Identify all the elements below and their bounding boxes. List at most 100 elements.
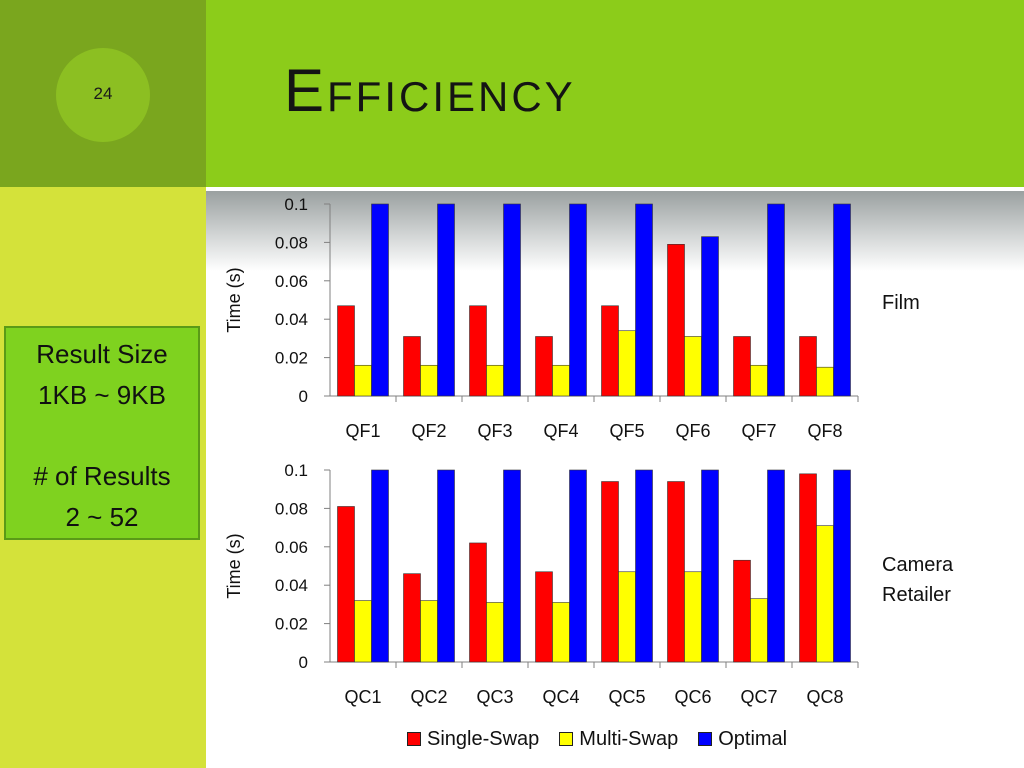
film-category-label: QF2 — [411, 421, 446, 441]
film-category-label: QF7 — [741, 421, 776, 441]
camera-y-tick-label: 0 — [299, 653, 308, 672]
legend-item-single-swap: Single-Swap — [407, 728, 539, 751]
film-bar-single-swap-qf2 — [403, 336, 421, 397]
camera-y-axis-title: Time (s) — [224, 533, 244, 598]
film-bar-optimal-qf1 — [371, 203, 389, 397]
camera-y-tick-label: 0.1 — [284, 461, 308, 480]
film-y-tick-label: 0.04 — [275, 310, 308, 329]
film-y-tick-label: 0.1 — [284, 195, 308, 214]
film-bar-multi-swap-qf1 — [354, 364, 372, 397]
legend-label-multi-swap: Multi-Swap — [579, 727, 679, 750]
film-bar-multi-swap-qf5 — [618, 330, 636, 397]
camera-bar-single-swap-qc2 — [403, 573, 421, 663]
camera-bar-multi-swap-qc6 — [684, 571, 702, 663]
film-y-tick-label: 0.06 — [275, 272, 308, 291]
camera-bar-optimal-qc3 — [503, 469, 521, 663]
camera-bar-single-swap-qc4 — [535, 571, 553, 663]
legend-item-optimal: Optimal — [698, 728, 787, 751]
camera-category-label: QC4 — [542, 687, 579, 707]
film-bar-optimal-qf7 — [767, 203, 785, 397]
film-dataset-label: Film — [882, 292, 920, 314]
film-bar-multi-swap-qf6 — [684, 336, 702, 397]
film-bar-optimal-qf3 — [503, 203, 521, 397]
film-y-tick-label: 0.08 — [275, 233, 308, 252]
camera-bar-multi-swap-qc1 — [354, 600, 372, 663]
camera-bar-single-swap-qc3 — [469, 542, 487, 663]
legend-item-multi-swap: Multi-Swap — [559, 728, 678, 751]
film-bar-single-swap-qf4 — [535, 336, 553, 397]
camera-bar-optimal-qc8 — [833, 469, 851, 663]
film-bar-optimal-qf5 — [635, 203, 653, 397]
film-category-label: QF3 — [477, 421, 512, 441]
summary-line-result-size: Result Size — [36, 339, 168, 369]
camera-bar-multi-swap-qc8 — [816, 525, 834, 663]
summary-line-num-results: # of Results — [33, 461, 171, 491]
camera-bar-single-swap-qc6 — [667, 481, 685, 663]
camera-category-label: QC2 — [410, 687, 447, 707]
film-bar-multi-swap-qf7 — [750, 364, 768, 397]
camera-bar-multi-swap-qc2 — [420, 600, 438, 663]
film-y-axis-title: Time (s) — [224, 267, 244, 332]
camera-bar-multi-swap-qc5 — [618, 571, 636, 663]
film-bar-multi-swap-qf3 — [486, 364, 504, 397]
camera-bar-optimal-qc7 — [767, 469, 785, 663]
camera-y-tick-label: 0.02 — [275, 615, 308, 634]
camera-y-tick-label: 0.04 — [275, 576, 308, 595]
camera-bar-optimal-qc6 — [701, 469, 719, 663]
camera-bar-single-swap-qc7 — [733, 559, 751, 663]
film-bar-optimal-qf4 — [569, 203, 587, 397]
legend-swatch-multi-swap — [559, 732, 574, 746]
film-bar-multi-swap-qf4 — [552, 364, 570, 397]
film-bar-multi-swap-qf8 — [816, 366, 834, 397]
camera-category-label: QC5 — [608, 687, 645, 707]
camera-category-label: QC6 — [674, 687, 711, 707]
film-bar-optimal-qf6 — [701, 236, 719, 397]
camera-bar-multi-swap-qc4 — [552, 602, 570, 663]
film-y-tick-label: 0 — [299, 387, 308, 406]
camera-dataset-label-line1: Camera — [882, 554, 954, 576]
slide-number-badge — [56, 48, 150, 142]
film-category-label: QF6 — [675, 421, 710, 441]
film-bar-optimal-qf8 — [833, 203, 851, 397]
film-bar-single-swap-qf5 — [601, 305, 619, 397]
film-bar-single-swap-qf8 — [799, 336, 817, 397]
legend-label-single-swap: Single-Swap — [427, 727, 540, 750]
camera-bar-optimal-qc4 — [569, 469, 587, 663]
header-band — [206, 0, 1024, 187]
slide-title: Efficiency — [284, 57, 576, 124]
camera-dataset-label-line2: Retailer — [882, 584, 951, 606]
film-bar-optimal-qf2 — [437, 203, 455, 397]
summary-line-size-range: 1KB ~ 9KB — [38, 380, 166, 410]
camera-category-label: QC7 — [740, 687, 777, 707]
legend-swatch-single-swap — [407, 732, 421, 746]
camera-category-label: QC3 — [476, 687, 513, 707]
film-category-label: QF8 — [807, 421, 842, 441]
camera-category-label: QC8 — [806, 687, 843, 707]
film-bar-single-swap-qf6 — [667, 244, 685, 397]
camera-bar-optimal-qc5 — [635, 469, 653, 663]
camera-bar-multi-swap-qc3 — [486, 602, 504, 663]
film-category-label: QF4 — [543, 421, 578, 441]
summary-box: Result Size 1KB ~ 9KB # of Results 2 ~ 5… — [4, 326, 200, 540]
camera-bar-single-swap-qc1 — [337, 506, 355, 663]
chart-legend: Single-Swap Multi-Swap Optimal — [407, 726, 807, 752]
camera-y-tick-label: 0.06 — [275, 538, 308, 557]
film-y-tick-label: 0.02 — [275, 349, 308, 368]
film-bar-multi-swap-qf2 — [420, 364, 438, 397]
legend-swatch-optimal — [698, 732, 713, 746]
film-bar-single-swap-qf3 — [469, 305, 487, 397]
gradient-band — [206, 191, 1024, 271]
header-divider — [206, 187, 1024, 191]
camera-y-tick-label: 0.08 — [275, 499, 308, 518]
camera-bar-optimal-qc1 — [371, 469, 389, 663]
slide-number: 24 — [93, 84, 113, 103]
camera-bar-multi-swap-qc7 — [750, 598, 768, 663]
film-bar-single-swap-qf7 — [733, 336, 751, 397]
summary-line-results-range: 2 ~ 52 — [65, 502, 139, 532]
legend-label-optimal: Optimal — [718, 727, 788, 750]
camera-category-label: QC1 — [344, 687, 381, 707]
camera-bar-optimal-qc2 — [437, 469, 455, 663]
film-category-label: QF5 — [609, 421, 644, 441]
film-category-label: QF1 — [345, 421, 380, 441]
